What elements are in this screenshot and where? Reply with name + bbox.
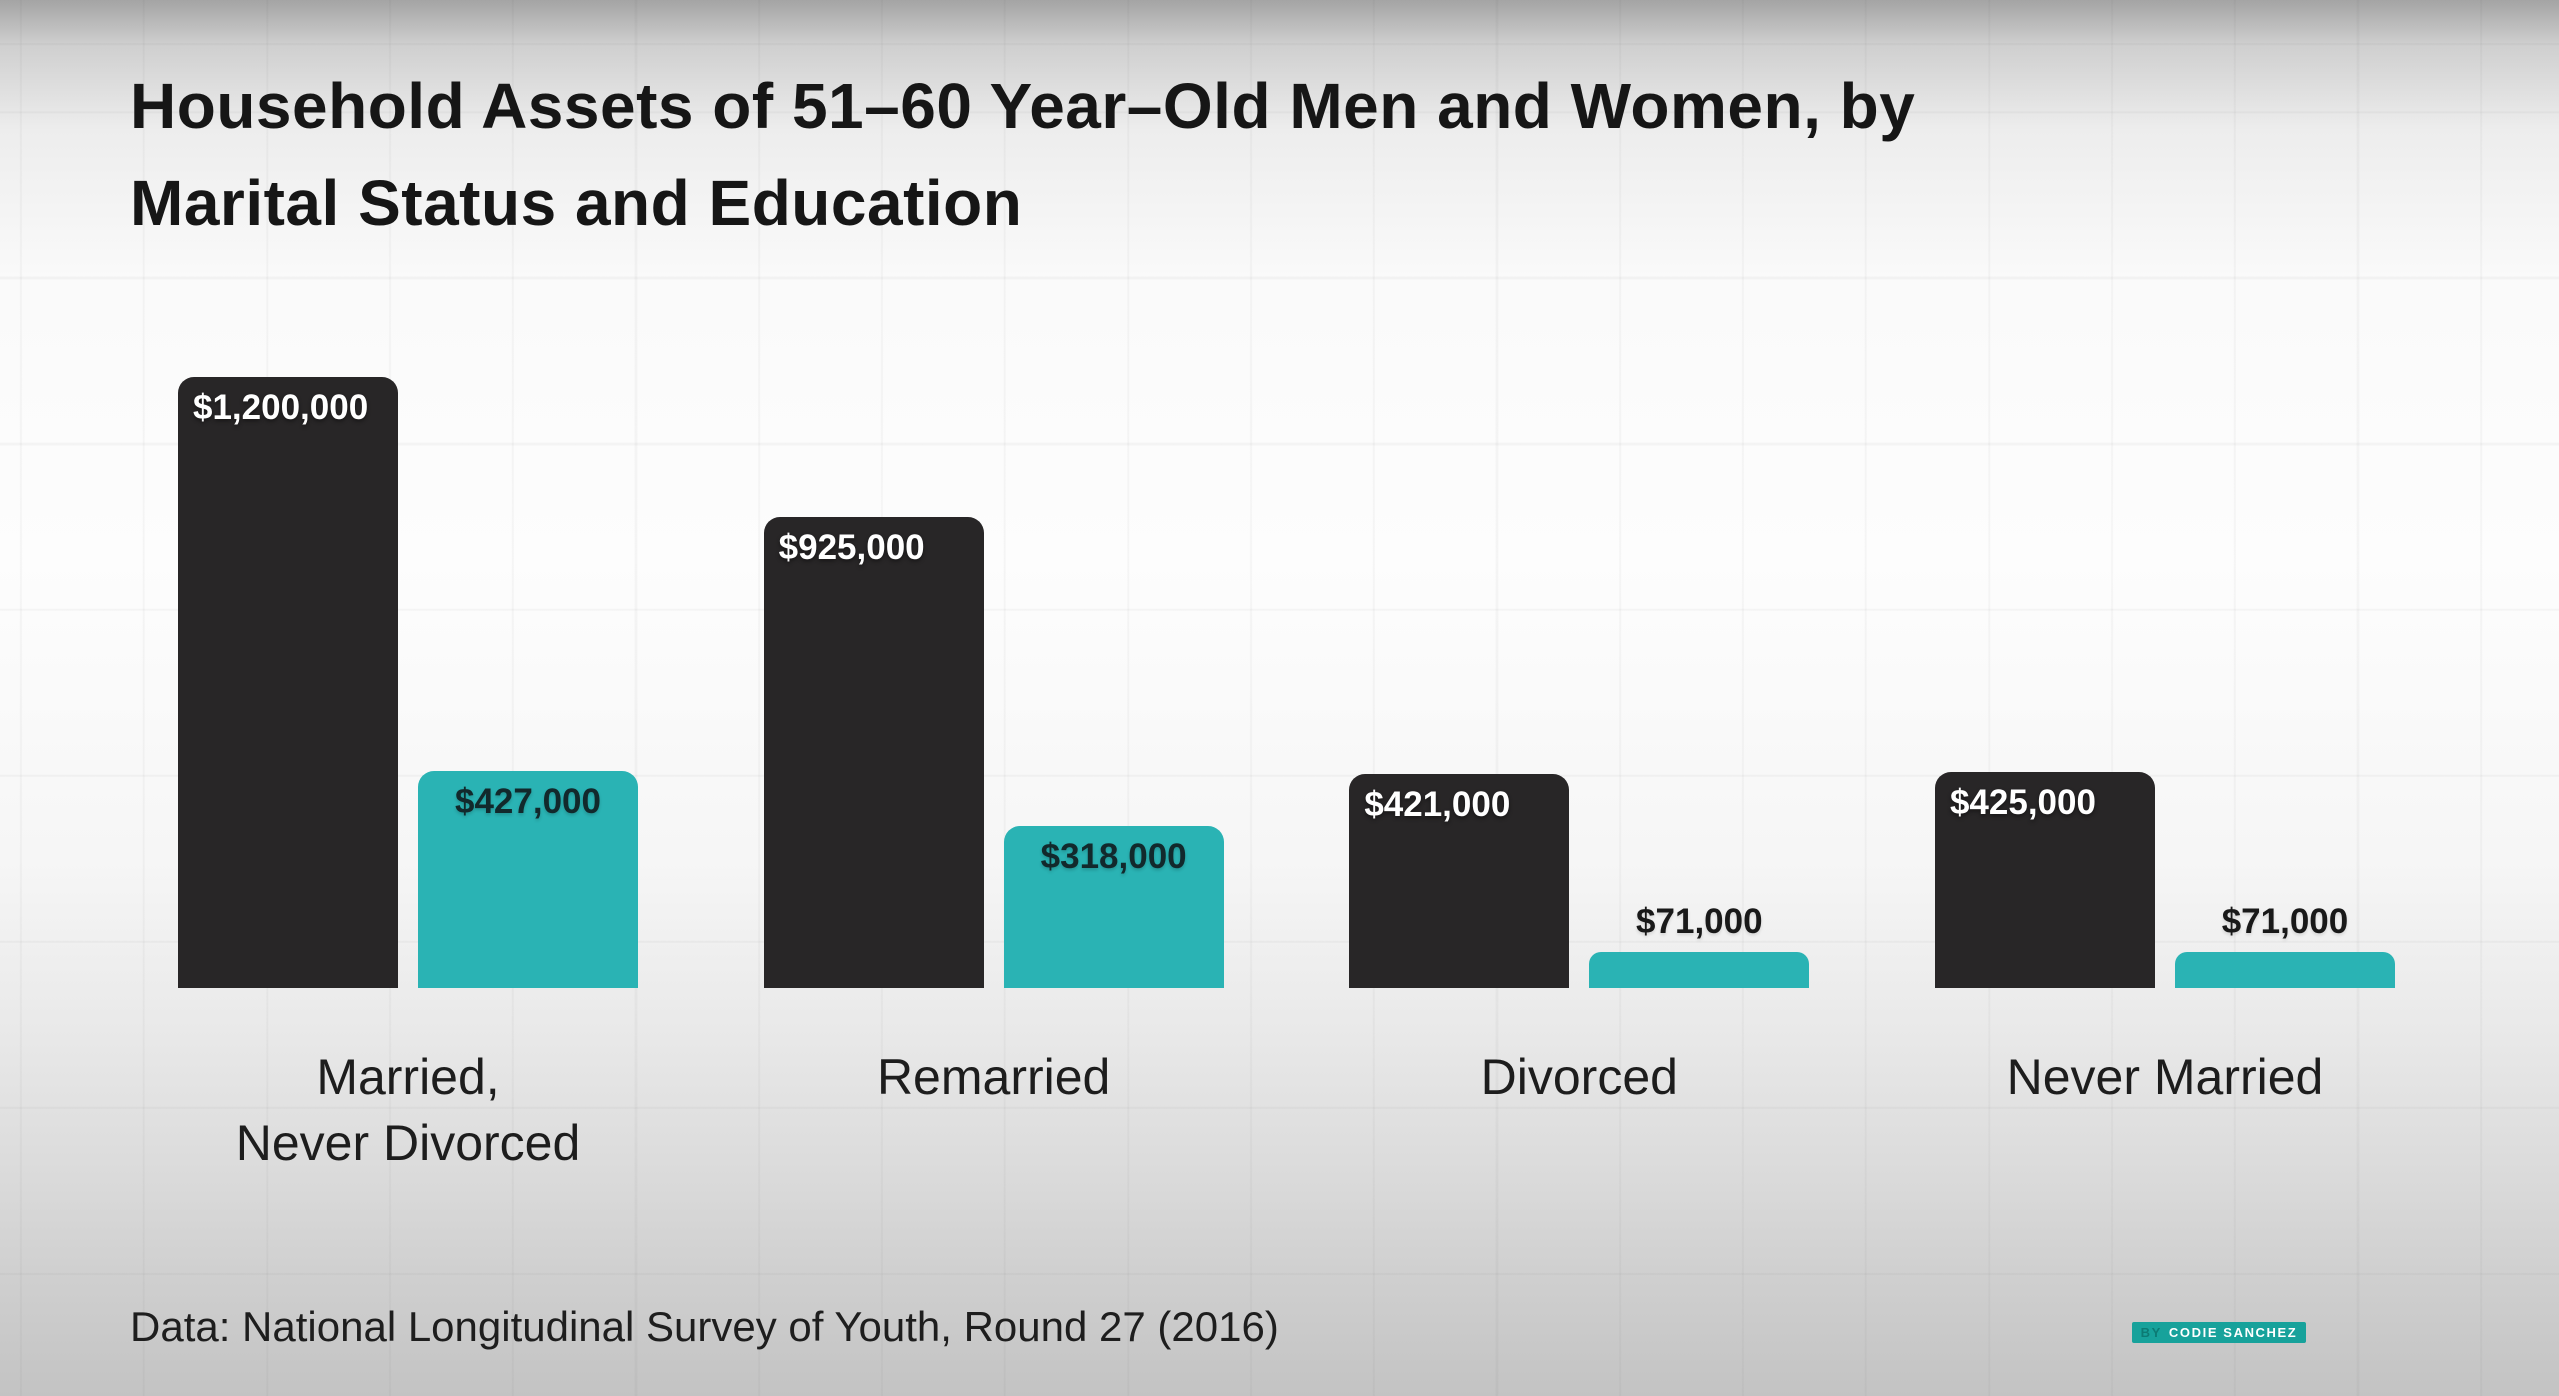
badge-name: CODIE SANCHEZ — [2168, 1325, 2298, 1340]
bar-remarried-teal: $318,000 — [1003, 826, 1224, 988]
page-title: Household Assets of 51–60 Year–Old Men a… — [130, 58, 1915, 252]
bar-value-label: $1,200,000 — [193, 388, 369, 427]
bar-remarried-dark: $925,000 — [763, 517, 984, 988]
bar-group-divorced: $421,000 $71,000 Divorced — [1349, 377, 1810, 1105]
bar-chart: $1,200,000 $427,000 Married, Never Divorce… — [178, 377, 2395, 1171]
bar-value-label: $71,000 — [2221, 902, 2349, 941]
bar-value-label: $925,000 — [778, 528, 925, 567]
bar-never-married-dark: $425,000 — [1934, 772, 2155, 988]
bar-divorced-teal: $71,000 — [1589, 902, 1810, 988]
category-label-married-never-divorced: Married, Never Divorced — [235, 1049, 581, 1171]
bar-group-married-never-divorced: $1,200,000 $427,000 Married, Never Divorce… — [178, 377, 638, 1171]
bar-group-never-married: $425,000 $71,000 Never Married — [1934, 377, 2395, 1105]
bar-value-label: $427,000 — [455, 782, 601, 821]
brand-badge: BY CODIE SANCHEZ — [2132, 1322, 2306, 1343]
category-label-divorced: Divorced — [1480, 1049, 1678, 1105]
page-title-line-2: Marital Status and Education — [130, 167, 1023, 239]
page-title-line-1: Household Assets of 51–60 Year–Old Men a… — [130, 70, 1916, 142]
badge-prefix: BY — [2140, 1325, 2162, 1340]
bar-value-label: $71,000 — [1636, 902, 1763, 941]
bar-never-married-teal: $71,000 — [2174, 902, 2395, 988]
source-note: Data: National Longitudinal Survey of Yo… — [130, 1303, 1279, 1350]
bar-value-label: $421,000 — [1364, 785, 1511, 824]
bar-married-never-divorced-teal: $427,000 — [418, 771, 638, 988]
bar-divorced-dark: $421,000 — [1349, 774, 1570, 988]
category-label-remarried: Remarried — [876, 1049, 1111, 1105]
bar-married-never-divorced-dark: $1,200,000 — [178, 377, 398, 988]
bar-group-remarried: $925,000 $318,000 Remarried — [763, 377, 1224, 1105]
bar-value-label: $425,000 — [1949, 783, 2096, 822]
category-label-never-married: Never Married — [2006, 1049, 2324, 1105]
bar-value-label: $318,000 — [1040, 837, 1187, 876]
